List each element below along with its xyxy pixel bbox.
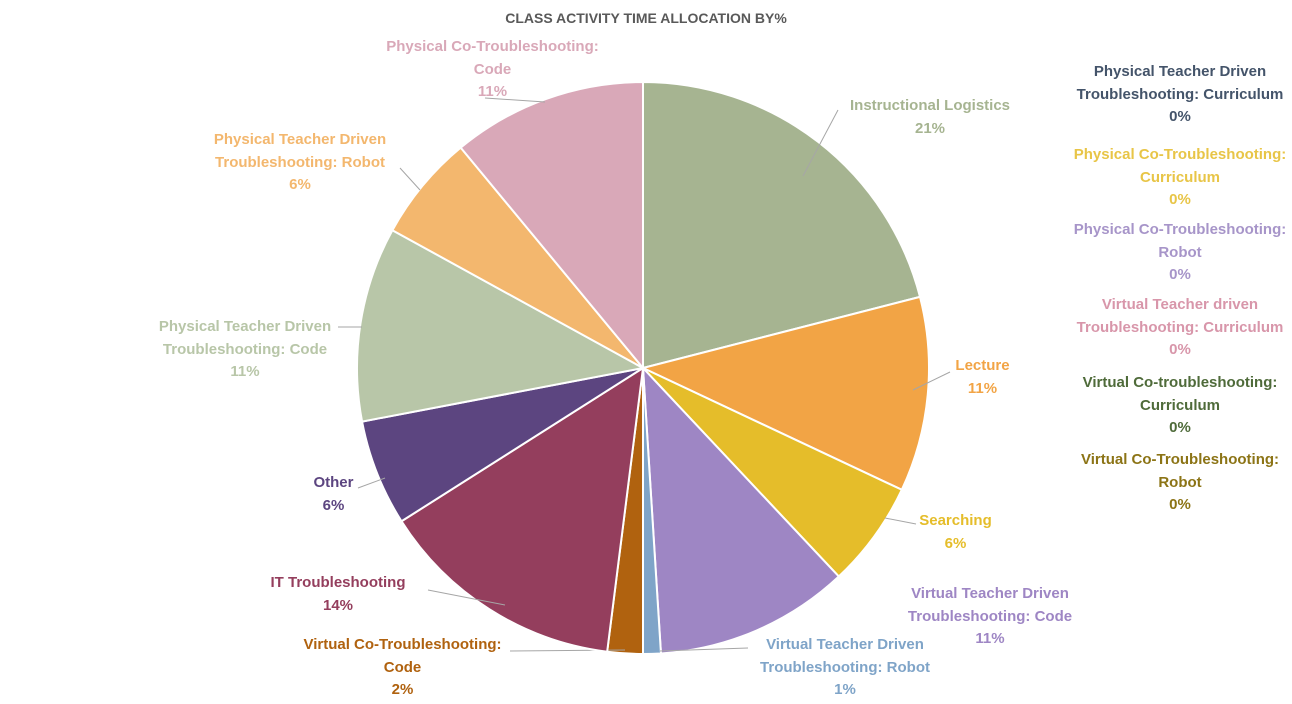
data-label-value: 0%: [1169, 191, 1191, 208]
leader-line: [399, 167, 421, 191]
data-label-zero: Physical Co-Troubleshooting: Curriculum 0%: [1060, 144, 1292, 212]
data-label-name: Troubleshooting: Code: [907, 607, 1073, 625]
pie-slice-physical-co-troubleshooting-code: [459, 80, 644, 371]
data-label-name: Lecture: [955, 357, 1010, 374]
data-label-name: Troubleshooting: Curriculum: [1076, 318, 1284, 336]
data-label: Virtual Teacher Driven Troubleshooting: R…: [740, 634, 950, 702]
leader-line: [484, 97, 546, 103]
data-label-value: 0%: [1169, 108, 1191, 125]
data-label-zero: Virtual Co-Troubleshooting: Robot 0%: [1060, 449, 1292, 517]
pie-slice-lecture: [640, 295, 930, 492]
data-label-name: Virtual Teacher Driven: [911, 585, 1069, 602]
data-label: Physical Teacher Driven Troubleshooting: …: [190, 129, 410, 197]
data-label-value: 11%: [477, 83, 508, 100]
data-label-name: Virtual Co-Troubleshooting:: [1080, 451, 1280, 468]
data-label-name: Virtual Teacher Driven: [766, 636, 924, 653]
data-label-value: 0%: [1169, 419, 1191, 436]
data-label-value: 21%: [914, 119, 946, 137]
leader-line: [884, 517, 917, 525]
data-label-zero: Physical Teacher Driven Troubleshooting: …: [1060, 61, 1292, 129]
data-label-zero: Physical Co-Troubleshooting: Robot 0%: [1060, 219, 1292, 287]
leader-line: [357, 477, 386, 489]
leader-line: [427, 589, 506, 606]
data-label-name: Code: [383, 658, 422, 676]
pie-slice-physical-teacher-driven-troubleshooting-code: [356, 228, 646, 423]
data-label-value: 11%: [975, 630, 1005, 647]
data-label-value: 11%: [967, 379, 998, 397]
data-label-name: Searching: [919, 512, 992, 529]
data-label-name: Instructional Logistics: [849, 97, 1011, 114]
data-label: IT Troubleshooting 14%: [268, 572, 408, 617]
data-label-name: Troubleshooting: Code: [162, 340, 328, 358]
data-label: Lecture 11%: [930, 355, 1035, 400]
data-label-name: IT Troubleshooting: [270, 574, 406, 591]
data-label-name: Robot: [1158, 243, 1202, 261]
data-label: Searching 6%: [903, 510, 1008, 555]
data-label-zero: Virtual Teacher driven Troubleshooting: C…: [1060, 294, 1292, 362]
data-label-value: 0%: [1169, 341, 1191, 358]
data-label-name: Physical Teacher Driven: [158, 318, 332, 335]
data-label: Other 6%: [295, 472, 372, 517]
data-label-name: Virtual Co-troubleshooting:: [1082, 374, 1278, 391]
pie-slice-instructional-logistics: [642, 80, 922, 370]
data-label-name: Physical Co-Troubleshooting:: [1073, 221, 1287, 238]
data-label-name: Physical Co-Troubleshooting:: [386, 38, 599, 55]
data-label-name: Physical Co-Troubleshooting:: [1073, 146, 1287, 163]
data-label: Physical Co-Troubleshooting: Code 11%: [370, 36, 615, 104]
pie-slice-virtual-teacher-driven-troubleshooting-code: [641, 365, 841, 655]
data-label-name: Virtual Co-Troubleshooting:: [303, 636, 502, 653]
data-label-value: 1%: [834, 681, 856, 698]
data-label: Physical Teacher Driven Troubleshooting: …: [140, 316, 350, 384]
leader-line: [912, 371, 951, 391]
data-label-value: 0%: [1169, 266, 1191, 283]
data-label: Instructional Logistics 21%: [815, 95, 1045, 140]
data-label-name: Other: [313, 474, 354, 491]
data-label-name: Troubleshooting: Robot: [215, 153, 385, 171]
data-label-name: Physical Teacher Driven: [213, 131, 387, 148]
data-label: Virtual Teacher Driven Troubleshooting: C…: [890, 583, 1090, 651]
data-label-name: Troubleshooting: Curriculum: [1076, 85, 1284, 103]
leader-line: [802, 109, 839, 177]
data-label-zero: Virtual Co-troubleshooting: Curriculum 0%: [1060, 372, 1292, 440]
data-label-value: 6%: [944, 534, 967, 552]
leader-line: [659, 647, 749, 652]
data-label: Virtual Co-Troubleshooting: Code 2%: [290, 634, 515, 702]
data-label-value: 0%: [1169, 496, 1191, 513]
data-label-name: Troubleshooting: Robot: [760, 658, 930, 676]
data-label-name: Robot: [1158, 473, 1202, 491]
data-label-name: Physical Teacher Driven: [1093, 63, 1267, 80]
pie-slice-it-troubleshooting: [400, 366, 645, 653]
data-label-name: Code: [473, 60, 512, 78]
data-label-name: Virtual Teacher driven: [1101, 296, 1259, 313]
data-label-value: 6%: [289, 176, 311, 193]
data-label-value: 11%: [230, 363, 260, 380]
data-label-name: Curriculum: [1139, 168, 1220, 186]
data-label-value: 2%: [391, 681, 414, 698]
chart-title: CLASS ACTIVITY TIME ALLOCATION BY%: [505, 10, 787, 26]
data-label-value: 6%: [322, 496, 345, 514]
data-label-value: 14%: [322, 596, 354, 614]
data-label-name: Curriculum: [1139, 396, 1220, 414]
